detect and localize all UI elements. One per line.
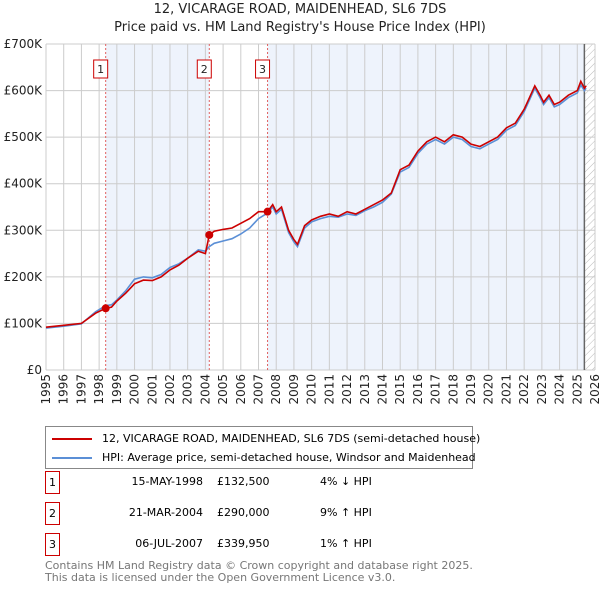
transaction-row: 3 06-JUL-2007 £339,950 1% ↑ HPI <box>45 533 445 556</box>
x-tick-label: 2010 <box>305 374 319 405</box>
forecast-hatch <box>584 44 595 370</box>
sale-marker-box <box>196 59 212 79</box>
transaction-date: 06-JUL-2007 <box>135 537 203 550</box>
sale-point <box>101 304 110 313</box>
x-tick-label: 2005 <box>216 374 230 405</box>
x-tick-label: 2016 <box>411 374 425 405</box>
transaction-hpi: 4% ↓ HPI <box>320 475 372 488</box>
y-tick-label: £600K <box>4 84 44 98</box>
x-tick-label: 2004 <box>198 374 212 405</box>
chart-title: 12, VICARAGE ROAD, MAIDENHEAD, SL6 7DS <box>153 2 447 17</box>
x-tick-label: 2011 <box>322 374 336 405</box>
y-tick-label: £200K <box>4 270 44 284</box>
x-tick-label: 1998 <box>92 374 106 405</box>
y-tick-label: £0 <box>27 363 42 377</box>
shaded-period <box>105 44 210 370</box>
x-tick-label: 2012 <box>340 374 354 405</box>
x-tick-label: 2013 <box>358 374 372 405</box>
hpi-line <box>45 83 587 329</box>
legend-item-property: 12, VICARAGE ROAD, MAIDENHEAD, SL6 7DS (… <box>52 432 480 445</box>
sale-point <box>263 207 272 216</box>
sale-marker-label: 3 <box>259 63 266 76</box>
x-tick-label: 1997 <box>74 374 88 405</box>
sale-marker-label: 2 <box>201 63 208 76</box>
sale-marker-box <box>93 59 109 79</box>
legend-label: HPI: Average price, semi-detached house,… <box>102 451 476 464</box>
x-tick-label: 2018 <box>446 374 460 405</box>
transaction-date: 15-MAY-1998 <box>131 475 203 488</box>
x-tick-label: 2021 <box>499 374 513 405</box>
transaction-price: £290,000 <box>217 506 270 519</box>
transaction-row: 1 15-MAY-1998 £132,500 4% ↓ HPI <box>45 471 445 494</box>
x-tick-label: 2019 <box>464 374 478 405</box>
sale-marker-label: 1 <box>97 63 104 76</box>
y-tick-label: £400K <box>4 177 44 191</box>
transaction-marker: 2 <box>45 502 60 525</box>
shaded-period <box>267 44 585 370</box>
footer-licence: This data is licensed under the Open Gov… <box>45 571 396 584</box>
transaction-price: £339,950 <box>217 537 270 550</box>
transaction-marker: 1 <box>45 471 60 494</box>
x-tick-label: 2025 <box>570 374 584 405</box>
y-tick-label: £500K <box>4 130 44 144</box>
transaction-price: £132,500 <box>217 475 270 488</box>
x-tick-label: 2009 <box>287 374 301 405</box>
legend-swatch-red <box>52 437 92 440</box>
x-tick-label: 2024 <box>553 374 567 405</box>
legend-swatch-blue <box>52 456 92 459</box>
x-tick-label: 2015 <box>393 374 407 405</box>
x-tick-label: 2002 <box>163 374 177 405</box>
y-tick-label: £700K <box>4 37 44 51</box>
chart-subtitle: Price paid vs. HM Land Registry's House … <box>114 20 486 35</box>
x-tick-label: 2026 <box>588 374 600 405</box>
x-tick-label: 2000 <box>128 374 142 405</box>
transaction-date: 21-MAR-2004 <box>128 506 203 519</box>
x-tick-label: 2023 <box>535 374 549 405</box>
x-tick-label: 1999 <box>110 374 124 405</box>
chart-legend: 12, VICARAGE ROAD, MAIDENHEAD, SL6 7DS (… <box>45 426 480 469</box>
x-tick-label: 2001 <box>145 374 159 405</box>
x-tick-label: 2014 <box>375 374 389 405</box>
x-tick-label: 2007 <box>252 374 266 405</box>
legend-item-hpi: HPI: Average price, semi-detached house,… <box>52 451 476 464</box>
footer-copyright: Contains HM Land Registry data © Crown c… <box>45 559 473 572</box>
x-tick-label: 2017 <box>429 374 443 405</box>
footer: Contains HM Land Registry data © Crown c… <box>45 560 473 584</box>
property-price-line <box>45 79 587 328</box>
x-tick-label: 2008 <box>269 374 283 405</box>
sale-point <box>205 230 214 239</box>
x-tick-label: 2006 <box>234 374 248 405</box>
y-tick-label: £100K <box>4 316 44 330</box>
sale-marker-box <box>255 59 271 79</box>
transaction-hpi: 9% ↑ HPI <box>320 506 372 519</box>
transaction-marker: 3 <box>45 533 60 556</box>
legend-label: 12, VICARAGE ROAD, MAIDENHEAD, SL6 7DS (… <box>102 432 481 445</box>
y-tick-label: £300K <box>4 223 44 237</box>
x-tick-label: 1995 <box>39 374 53 405</box>
x-tick-label: 2003 <box>181 374 195 405</box>
x-tick-label: 1996 <box>57 374 71 405</box>
transaction-row: 2 21-MAR-2004 £290,000 9% ↑ HPI <box>45 502 445 525</box>
x-tick-label: 2020 <box>482 374 496 405</box>
transaction-hpi: 1% ↑ HPI <box>320 537 372 550</box>
x-tick-label: 2022 <box>517 374 531 405</box>
